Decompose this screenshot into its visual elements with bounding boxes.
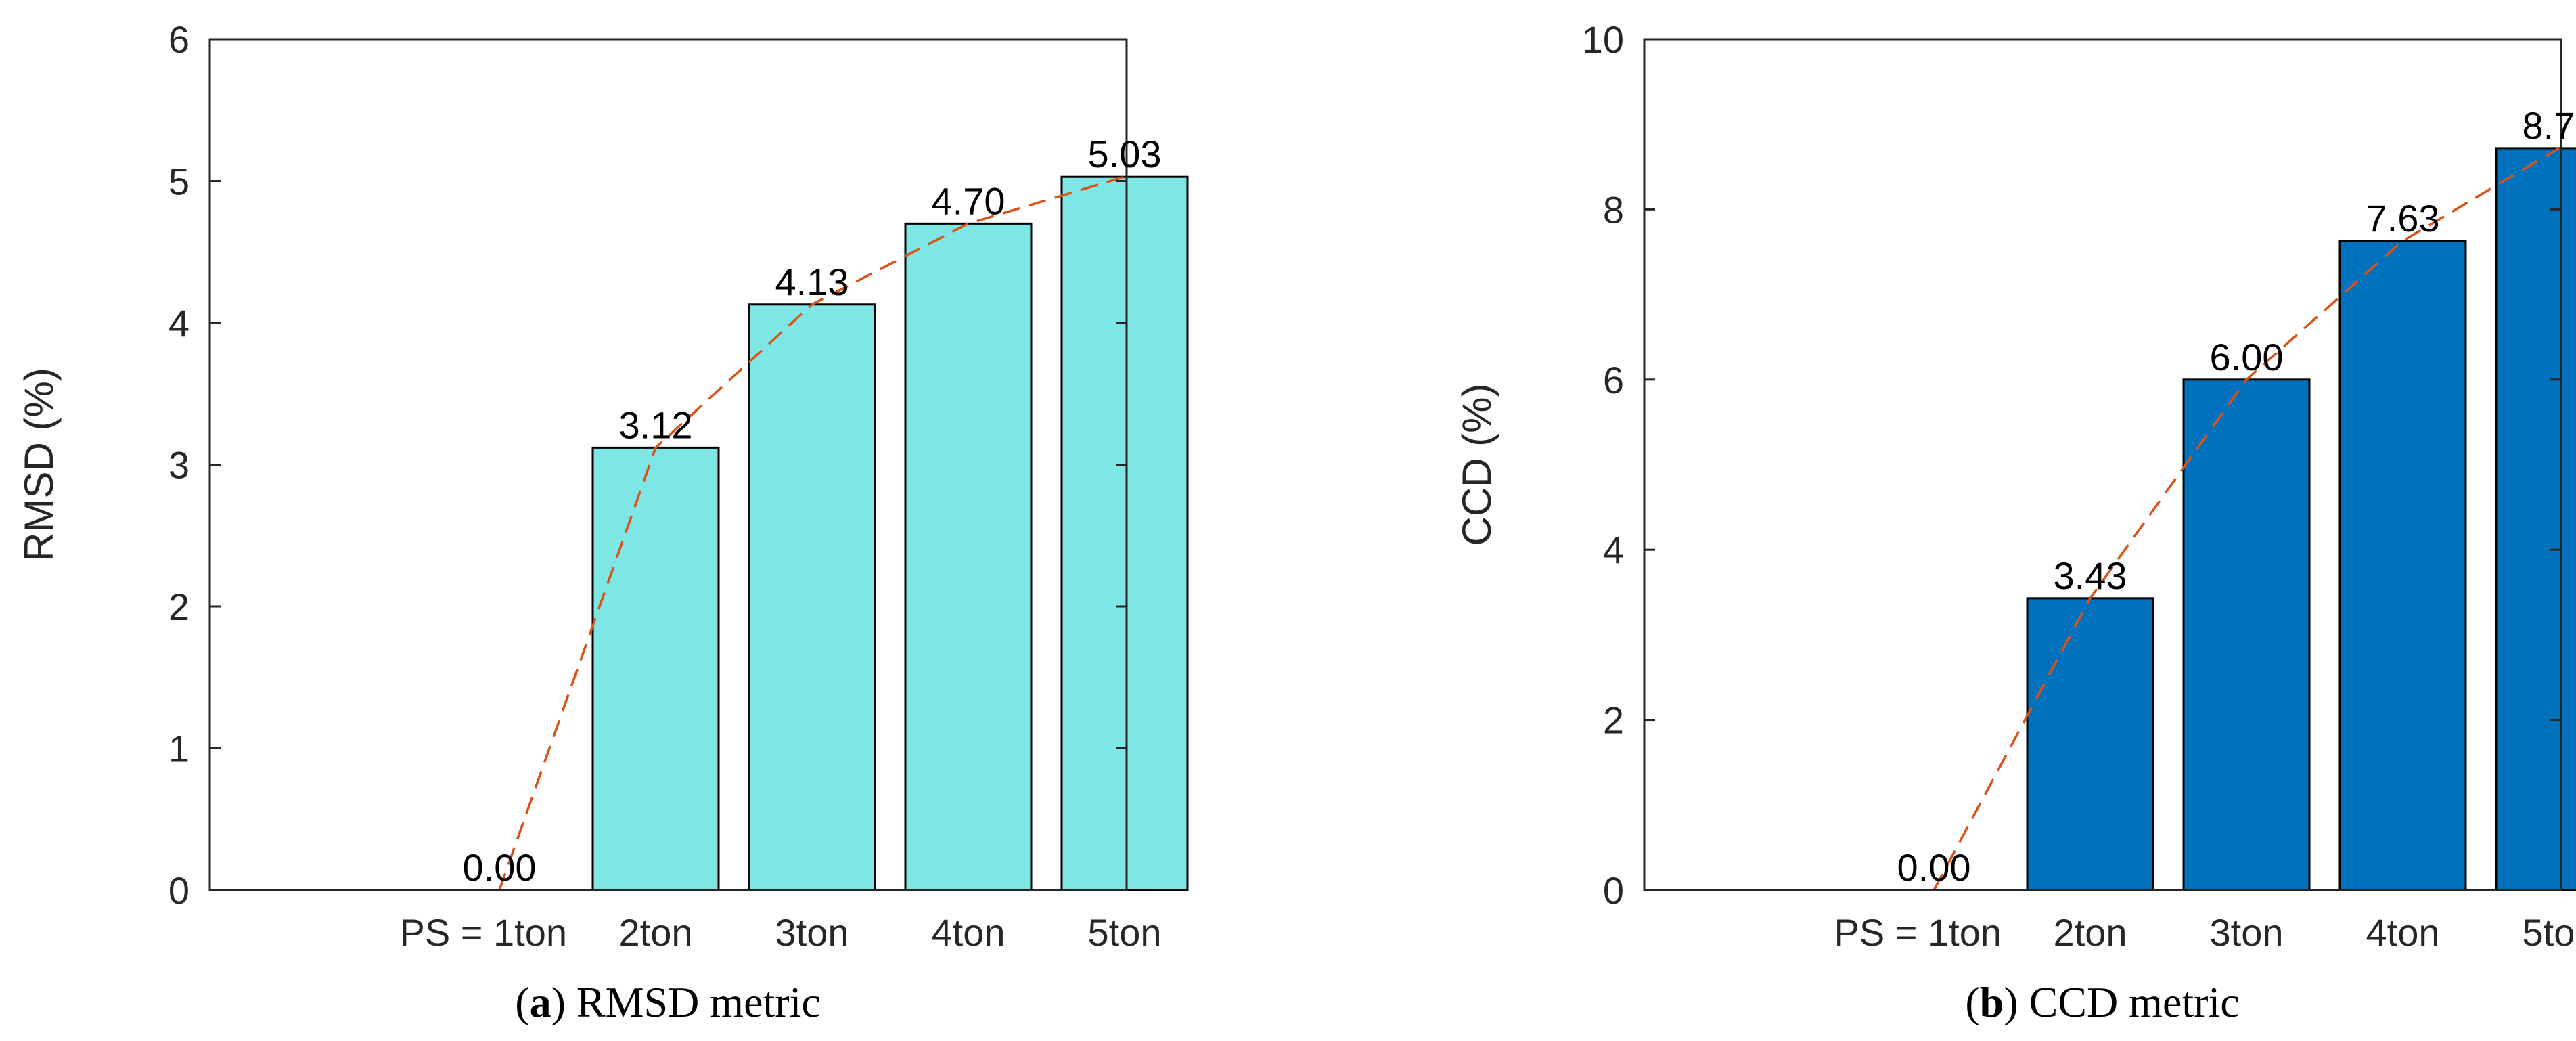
x-tick-label: PS = 1ton xyxy=(1834,911,2002,954)
bar-2 xyxy=(748,303,876,891)
y-tick-label: 2 xyxy=(168,585,189,628)
data-label: 3.43 xyxy=(2054,554,2127,597)
bar-4 xyxy=(2495,147,2576,891)
y-tick-label: 8 xyxy=(1603,188,1624,231)
chart-panel-a: 0 1 2 3 4 5 6 PS = 1ton 2ton 3ton 4ton 5ton 0.00 3.12… xyxy=(16,18,1189,1026)
x-tick-label: 2ton xyxy=(2054,911,2127,954)
x-tick-label: 3ton xyxy=(2210,911,2284,954)
y-tick-label: 4 xyxy=(168,302,189,345)
x-tick-label: 2ton xyxy=(619,911,693,954)
caption: (b) CCD metric xyxy=(1965,978,2239,1026)
x-tick-label: 5ton xyxy=(2523,911,2576,954)
data-label: 8.72 xyxy=(2523,104,2576,147)
data-label: 7.63 xyxy=(2366,197,2440,240)
bar-3 xyxy=(904,222,1033,891)
y-tick-label: 3 xyxy=(168,444,189,487)
data-label: 4.70 xyxy=(932,179,1005,222)
y-tick-label: 6 xyxy=(1603,359,1624,401)
y-tick-label: 4 xyxy=(1603,529,1624,571)
y-tick-label: 10 xyxy=(1582,18,1624,61)
x-tick-label: 3ton xyxy=(775,911,849,954)
y-tick-label: 6 xyxy=(168,18,189,61)
bar-4 xyxy=(1060,175,1189,891)
x-tick-label: PS = 1ton xyxy=(399,911,567,954)
y-tick-label: 2 xyxy=(1603,699,1624,742)
y-axis-label: RMSD (%) xyxy=(16,368,62,562)
bar-3 xyxy=(2338,240,2467,891)
data-label: 3.12 xyxy=(619,403,693,446)
x-tick-label: 4ton xyxy=(2366,911,2440,954)
y-tick-label: 0 xyxy=(168,869,189,912)
bar-1 xyxy=(2026,597,2154,891)
trend-line xyxy=(498,175,1125,891)
y-tick-label: 0 xyxy=(1603,869,1624,912)
caption: (a) RMSD metric xyxy=(515,978,821,1026)
x-tick-label: 4ton xyxy=(932,911,1005,954)
y-axis-label: CCD (%) xyxy=(1454,384,1499,546)
y-tick-label: 5 xyxy=(168,160,189,203)
data-label: 0.00 xyxy=(1897,846,1971,889)
data-label: 0.00 xyxy=(463,846,537,889)
trend-line xyxy=(1933,147,2560,891)
data-label: 5.03 xyxy=(1088,133,1162,175)
y-tick-label: 1 xyxy=(168,728,189,770)
axes-box xyxy=(1643,38,2562,891)
bar-1 xyxy=(591,446,720,891)
x-tick-label: 5ton xyxy=(1088,911,1162,954)
chart-panel-b: 0 2 4 6 8 10 PS = 1ton 2ton 3ton 4ton 5ton 0.00 3.43… xyxy=(1454,18,2576,1026)
data-label: 6.00 xyxy=(2210,336,2284,378)
data-label: 4.13 xyxy=(775,261,849,303)
bar-2 xyxy=(2182,378,2311,891)
